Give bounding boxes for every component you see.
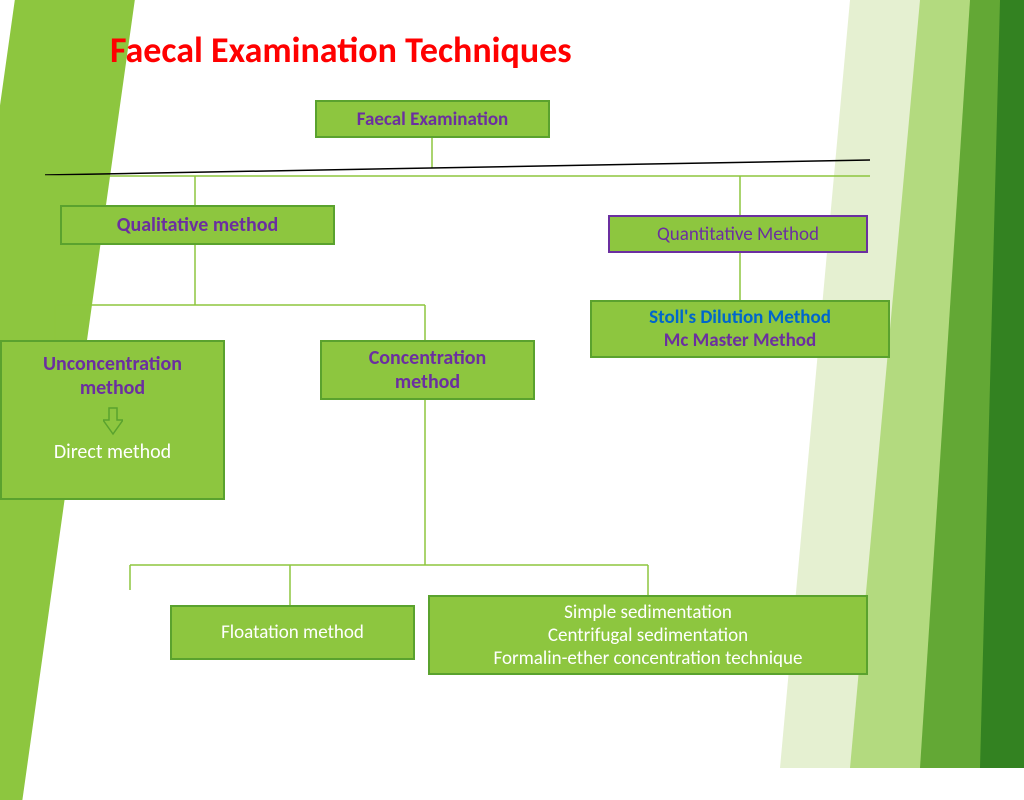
node-unconc-line1: Unconcentration	[43, 352, 182, 376]
node-unconc-line2: method	[80, 376, 145, 400]
node-concentration: Concentration method	[320, 340, 535, 400]
node-root-label: Faecal Examination	[357, 108, 508, 131]
node-stoll-line1: Stoll's Dilution Method	[649, 306, 831, 329]
node-stoll: Stoll's Dilution Method Mc Master Method	[590, 300, 890, 358]
node-sed-line1: Simple sedimentation	[564, 601, 732, 624]
node-sed-line3: Formalin-ether concentration technique	[494, 647, 803, 670]
node-quantitative-label: Quantitative Method	[657, 223, 819, 246]
node-qualitative: Qualitative method	[60, 205, 335, 245]
node-floatation: Floatation method	[170, 605, 415, 660]
node-unconc-sub: Direct method	[54, 440, 171, 464]
node-root: Faecal Examination	[315, 100, 550, 138]
node-conc-line1: Concentration	[369, 346, 487, 370]
node-quantitative: Quantitative Method	[608, 215, 868, 253]
node-unconcentration: Unconcentration method Direct method	[0, 340, 225, 500]
node-float-label: Floatation method	[221, 621, 364, 644]
node-qualitative-label: Qualitative method	[117, 213, 279, 237]
node-sedimentation: Simple sedimentation Centrifugal sedimen…	[428, 595, 868, 675]
node-stoll-line2: Mc Master Method	[664, 329, 816, 352]
page-title: Faecal Examination Techniques	[110, 28, 572, 72]
node-conc-line2: method	[395, 370, 460, 394]
node-sed-line2: Centrifugal sedimentation	[548, 624, 748, 647]
down-arrow-icon	[103, 406, 123, 436]
